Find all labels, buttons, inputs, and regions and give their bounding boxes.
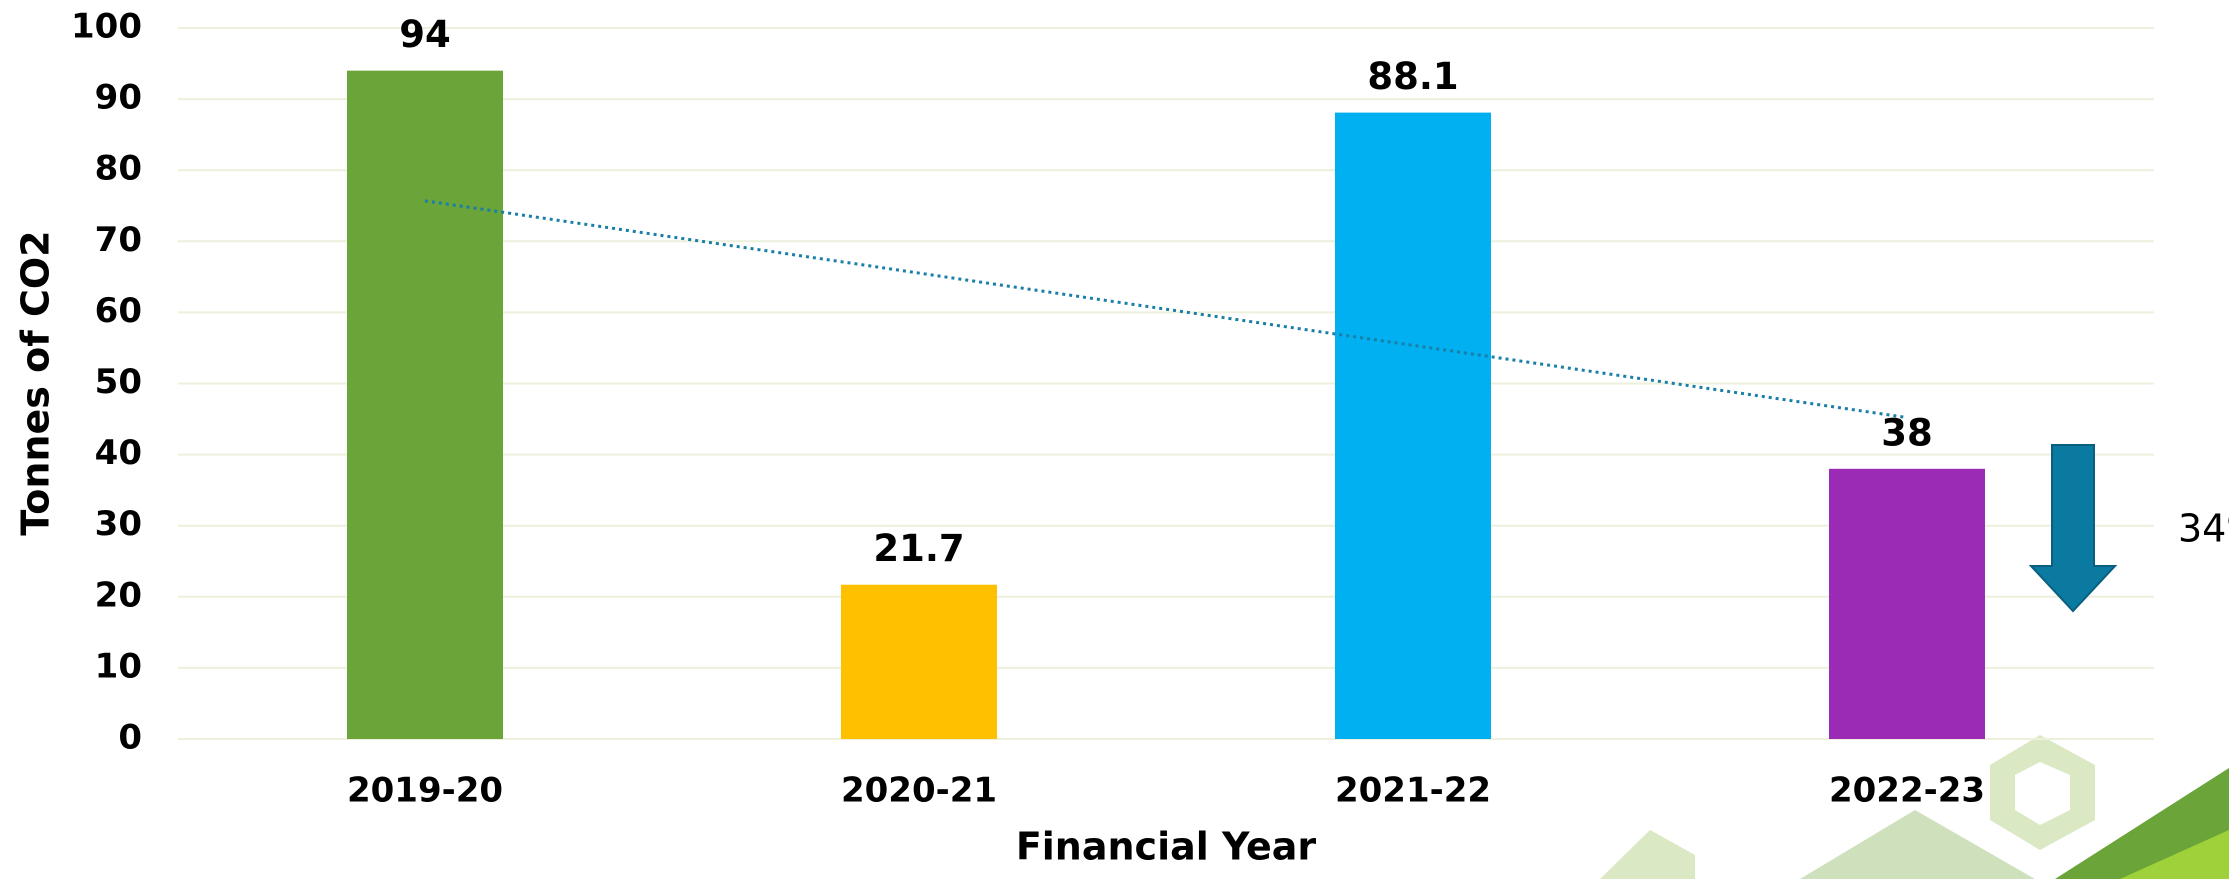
value-label: 88.1	[1367, 55, 1458, 98]
y-tick-label: 90	[95, 78, 142, 118]
bar	[1829, 468, 1985, 739]
y-tick-label: 80	[95, 149, 142, 189]
down-arrow	[2028, 444, 2118, 613]
bar	[1335, 112, 1491, 739]
y-tick-label: 60	[95, 291, 142, 331]
annotation: 34%	[2178, 507, 2229, 551]
y-tick-label: 30	[95, 504, 142, 544]
x-tick-label: 2022-23	[1829, 771, 1985, 811]
x-tick-label: 2020-21	[841, 771, 997, 811]
value-label: 38	[1881, 411, 1933, 454]
bar	[841, 584, 997, 739]
y-tick-label: 70	[95, 220, 142, 260]
y-tick-label: 0	[118, 718, 142, 758]
trendline	[424, 199, 1908, 420]
bar	[347, 70, 503, 739]
y-tick-label: 20	[95, 575, 142, 615]
y-axis-title: Tonnes of CO2	[14, 230, 58, 535]
y-tick-label: 40	[95, 433, 142, 473]
value-label: 94	[399, 13, 451, 56]
x-tick-label: 2019-20	[347, 771, 503, 811]
x-axis-title: Financial Year	[1016, 825, 1317, 869]
y-tick-label: 100	[71, 7, 142, 47]
value-label: 21.7	[873, 527, 964, 570]
decoration	[1600, 735, 2229, 879]
y-tick-label: 50	[95, 362, 142, 402]
x-tick-label: 2021-22	[1335, 771, 1491, 811]
y-tick-label: 10	[95, 646, 142, 686]
